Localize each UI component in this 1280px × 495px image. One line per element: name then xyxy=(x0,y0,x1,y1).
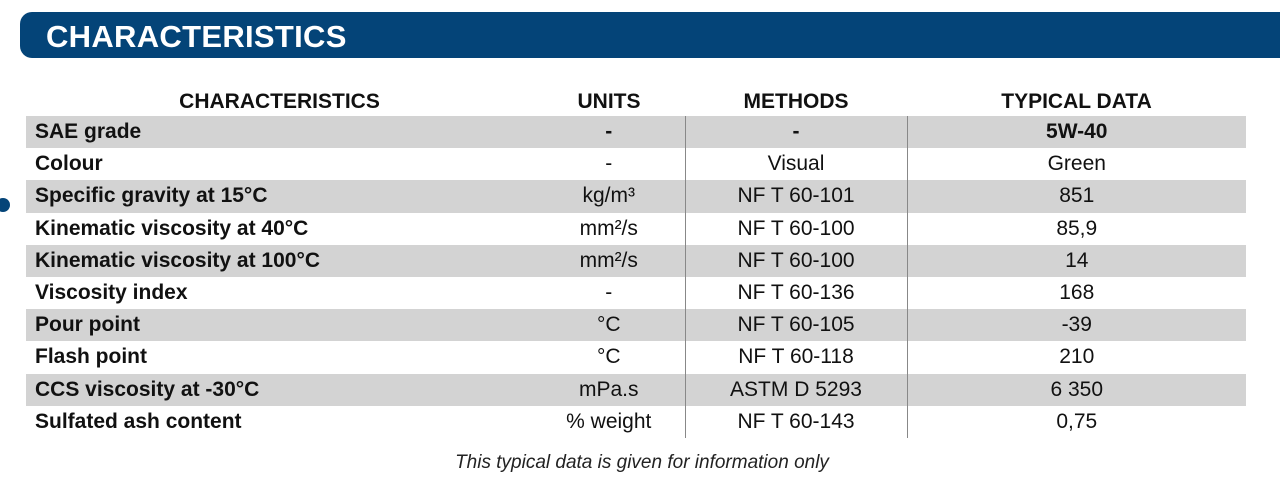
header-units: UNITS xyxy=(577,90,641,113)
cell-typical-value: -39 xyxy=(907,309,1246,342)
table-row: Viscosity index - NF T 60-136 168 xyxy=(26,276,1246,310)
cell-method: NF T 60-100 xyxy=(685,212,908,245)
cell-typical-value: 0,75 xyxy=(1056,409,1098,433)
cell-characteristic: Viscosity index xyxy=(35,281,188,305)
cell-characteristic: Pour point xyxy=(26,309,533,342)
footnote: This typical data is given for informati… xyxy=(455,452,829,473)
cell-method: NF T 60-136 xyxy=(685,276,908,310)
cell-typical-value: 85,9 xyxy=(1056,216,1098,240)
table-row: Specific gravity at 15°C kg/m³ NF T 60-101… xyxy=(26,180,1246,213)
cell-unit: - xyxy=(533,116,686,149)
cell-characteristic: Kinematic viscosity at 100°C xyxy=(26,244,533,277)
cell-typical-value: 14 xyxy=(907,244,1246,277)
cell-characteristic: Flash point xyxy=(35,345,147,369)
cell-characteristic: Sulfated ash content xyxy=(35,409,242,433)
cell-unit: % weight xyxy=(533,405,686,438)
header-characteristics: CHARACTERISTICS xyxy=(179,90,380,113)
header-methods: METHODS xyxy=(743,90,849,113)
cell-unit: °C xyxy=(533,341,686,374)
section-title: CHARACTERISTICS xyxy=(46,19,347,54)
cell-characteristic: SAE grade xyxy=(26,116,533,149)
cell-typical-value: 851 xyxy=(907,180,1246,213)
cell-method: ASTM D 5293 xyxy=(685,373,908,406)
table-row: Kinematic viscosity at 40°C mm²/s NF T 60-… xyxy=(26,212,1246,245)
cell-unit: °C xyxy=(533,309,686,342)
table-row: SAE grade - -5W-40 xyxy=(26,116,1246,149)
cell-method: NF T 60-101 xyxy=(685,180,908,213)
cell-method: Visual xyxy=(685,148,908,181)
cell-unit: mm²/s xyxy=(533,212,686,245)
table-row: Pour point °C NF T 60-105 -39 xyxy=(26,309,1246,342)
cell-typical-value: 5W-40 xyxy=(907,116,1246,149)
cell-characteristic: Colour xyxy=(35,152,103,176)
header-typical-data: TYPICAL DATA xyxy=(1001,90,1152,113)
cell-unit: mm²/s xyxy=(533,244,686,277)
cell-characteristic: Kinematic viscosity at 40°C xyxy=(35,216,309,240)
cell-typical-value: 168 xyxy=(1059,281,1095,305)
cell-unit: - xyxy=(533,276,686,310)
cell-unit: - xyxy=(533,148,686,181)
cell-method: NF T 60-143 xyxy=(685,405,908,438)
cell-characteristic: CCS viscosity at -30°C xyxy=(26,373,533,406)
table-row: Sulfated ash content % weight NF T 60-143 0… xyxy=(26,405,1246,438)
characteristics-table: CHARACTERISTICS UNITS METHODS TYPICAL DA… xyxy=(26,78,1246,438)
table-row: Colour - Visual Green xyxy=(26,148,1246,181)
table-row: Flash point °C NF T 60-118 210 xyxy=(26,341,1246,374)
cell-typical-value: 210 xyxy=(1059,345,1095,369)
cell-typical-value: Green xyxy=(1047,152,1106,176)
cell-method: NF T 60-105 xyxy=(685,309,908,342)
section-banner: CHARACTERISTICS xyxy=(20,12,1280,58)
table-row: CCS viscosity at -30°C mPa.s ASTM D 5293 6 … xyxy=(26,373,1246,406)
bullet-dot-icon xyxy=(0,198,10,212)
cell-unit: mPa.s xyxy=(533,373,686,406)
cell-method: NF T 60-100 xyxy=(685,244,908,277)
table-row: Kinematic viscosity at 100°C mm²/s NF T 60… xyxy=(26,244,1246,277)
table-header-row: CHARACTERISTICS UNITS METHODS TYPICAL DA… xyxy=(26,78,1246,116)
cell-method: - xyxy=(685,116,908,149)
cell-typical-value: 6 350 xyxy=(907,373,1246,406)
cell-characteristic: Specific gravity at 15°C xyxy=(26,180,533,213)
cell-unit: kg/m³ xyxy=(533,180,686,213)
cell-method: NF T 60-118 xyxy=(685,341,908,374)
